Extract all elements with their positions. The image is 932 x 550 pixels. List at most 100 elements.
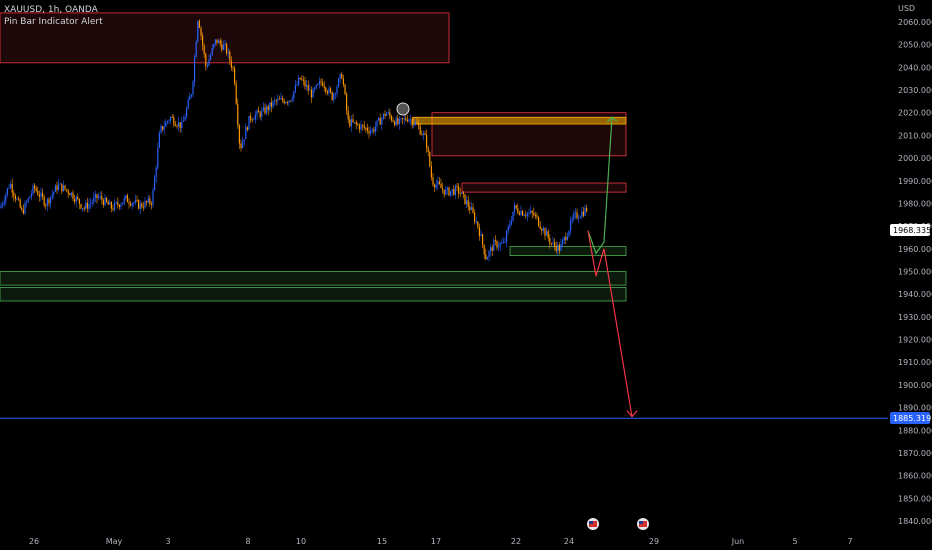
x-tick-label: May (106, 537, 123, 546)
candle-body (430, 166, 432, 178)
zone-demand[interactable] (0, 271, 627, 286)
candle-body (419, 126, 421, 135)
candle-body (485, 254, 487, 260)
candle-body (165, 121, 167, 127)
candle-body (445, 189, 447, 195)
zone-demand[interactable] (0, 286, 627, 302)
candle-body (197, 20, 199, 42)
projection-down-arrow[interactable] (587, 230, 633, 417)
candle-body (136, 199, 138, 201)
candle-body (147, 198, 149, 203)
candle-body (195, 41, 197, 58)
candle-body (405, 118, 407, 121)
candle-body (14, 195, 16, 200)
candle-body (245, 127, 247, 140)
candle-body (394, 121, 396, 126)
candle-body (467, 200, 469, 207)
candle-body (554, 242, 556, 246)
candle-body (344, 84, 346, 95)
candle-body (94, 194, 96, 198)
event-flag-icon[interactable] (587, 518, 599, 530)
x-tick-label: 8 (245, 537, 250, 546)
candle-body (296, 84, 298, 86)
time-axis[interactable]: 26 May 3 8 10 15 17 22 24 29 Jun 5 7 (29, 537, 853, 546)
candle-body (486, 257, 488, 260)
candle-body (176, 125, 178, 127)
candle-body (229, 51, 231, 61)
candle-body (568, 230, 570, 237)
candle-body (107, 202, 109, 205)
y-tick-label: 1890.000 (898, 404, 932, 413)
candle-body (179, 122, 181, 128)
candle-body (432, 177, 434, 185)
candle-body (62, 185, 64, 192)
candle-body (93, 197, 95, 203)
zone-demand[interactable] (509, 246, 627, 257)
candle-body (294, 85, 296, 92)
candle-body (283, 100, 285, 104)
zones-layer (0, 12, 627, 302)
candle-body (200, 27, 202, 36)
candle-body (210, 54, 212, 60)
candle-body (227, 51, 229, 54)
y-tick-label: 1870.000 (898, 449, 932, 458)
candle-body (342, 78, 344, 85)
candle-body (83, 208, 85, 209)
candle-body (237, 103, 239, 126)
candle-body (341, 73, 343, 79)
candle-body (462, 192, 464, 195)
candle-body (333, 93, 335, 100)
x-tick-label: 17 (431, 537, 441, 546)
zone-supply[interactable] (461, 182, 627, 193)
candle-body (570, 220, 572, 231)
candle-body (315, 85, 317, 89)
candle-body (310, 89, 312, 98)
candle-body (555, 245, 557, 252)
candle-body (309, 89, 311, 91)
candle-body (459, 193, 461, 194)
event-flag-icon[interactable] (637, 518, 649, 530)
candle-body (142, 207, 144, 208)
y-tick-label: 2000.000 (898, 154, 932, 163)
candle-body (317, 83, 319, 86)
candle-body (69, 193, 71, 196)
zone-supply[interactable] (0, 12, 450, 64)
candle-body (350, 119, 352, 127)
symbol-title[interactable]: XAUUSD, 1h, OANDA (4, 5, 98, 15)
candle-body (352, 119, 354, 123)
candle-body (538, 217, 540, 226)
candle-body (110, 202, 112, 209)
candle-body (88, 203, 90, 209)
y-tick-label: 1950.000 (898, 268, 932, 277)
y-tick-label: 1920.000 (898, 336, 932, 345)
candle-body (248, 115, 250, 130)
candle-body (429, 151, 431, 167)
candle-body (542, 228, 544, 231)
candle-body (115, 202, 117, 204)
candle-body (194, 57, 196, 82)
candle-body (82, 208, 84, 209)
projection-up-arrow[interactable] (587, 117, 613, 255)
candle-body (374, 126, 376, 132)
indicator-name[interactable]: Pin Bar Indicator Alert (4, 17, 103, 27)
price-axis[interactable]: 2060.000 2050.000 2040.000 2030.000 2020.000… (898, 18, 932, 526)
candle-body (226, 44, 228, 54)
y-tick-label: 2010.000 (898, 131, 932, 140)
candle-body (302, 79, 304, 81)
candle-body (80, 204, 82, 209)
candle-body (365, 127, 367, 129)
candle-body (562, 240, 564, 245)
candle-body (586, 207, 588, 212)
candle-body (301, 79, 303, 80)
candle-body (178, 122, 180, 127)
arrowhead-up (606, 116, 618, 123)
candle-body (509, 224, 511, 227)
candle-body (261, 110, 263, 117)
pin-bar-marker[interactable] (396, 102, 410, 116)
zone-highlight[interactable] (412, 116, 627, 125)
candle-body (221, 43, 223, 50)
axis-currency: USD (898, 4, 915, 13)
candle-body (526, 213, 528, 216)
candle-body (77, 196, 79, 199)
